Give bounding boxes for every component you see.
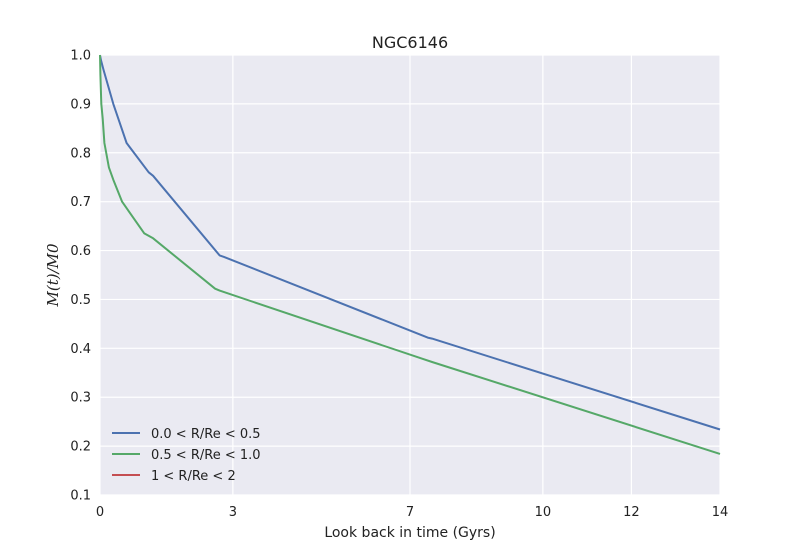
legend-label-2: 1 < R/Re < 2 — [151, 469, 236, 484]
x-tick-label: 0 — [96, 505, 104, 520]
legend-label-1: 0.5 < R/Re < 1.0 — [151, 448, 261, 463]
legend: 0.0 < R/Re < 0.5 0.5 < R/Re < 1.0 1 < R/… — [112, 427, 261, 484]
y-tick-label: 0.1 — [70, 489, 91, 504]
y-tick-label: 0.7 — [70, 195, 91, 210]
series-line-0 — [99, 54, 721, 431]
chart-title: NGC6146 — [372, 33, 448, 52]
y-tick-label: 0.6 — [70, 244, 91, 259]
x-tick-label: 10 — [535, 505, 552, 520]
x-tick-label: 3 — [229, 505, 237, 520]
x-tick-label: 12 — [623, 505, 640, 520]
y-tick-label: 0.9 — [70, 97, 91, 112]
y-tick-label: 0.2 — [70, 440, 91, 455]
x-tick-label: 7 — [406, 505, 414, 520]
series-lines — [99, 54, 721, 455]
y-tick-label: 1.0 — [70, 49, 91, 64]
series-line-1 — [99, 54, 721, 455]
y-tick-label: 0.5 — [70, 293, 91, 308]
y-tick-label: 0.4 — [70, 342, 91, 357]
x-tick-label: 14 — [712, 505, 729, 520]
legend-label-0: 0.0 < R/Re < 0.5 — [151, 427, 261, 442]
y-tick-label: 0.3 — [70, 391, 91, 406]
y-axis-label: M(t)/M0 — [44, 243, 62, 308]
y-tick-label: 0.8 — [70, 146, 91, 161]
x-axis-label: Look back in time (Gyrs) — [324, 525, 495, 541]
grid — [99, 54, 721, 496]
tick-labels: 0 3 7 10 12 14 0.1 0.2 0.3 0.4 0.5 0.6 0.7 0.8 0.9 1.0 — [70, 49, 728, 521]
